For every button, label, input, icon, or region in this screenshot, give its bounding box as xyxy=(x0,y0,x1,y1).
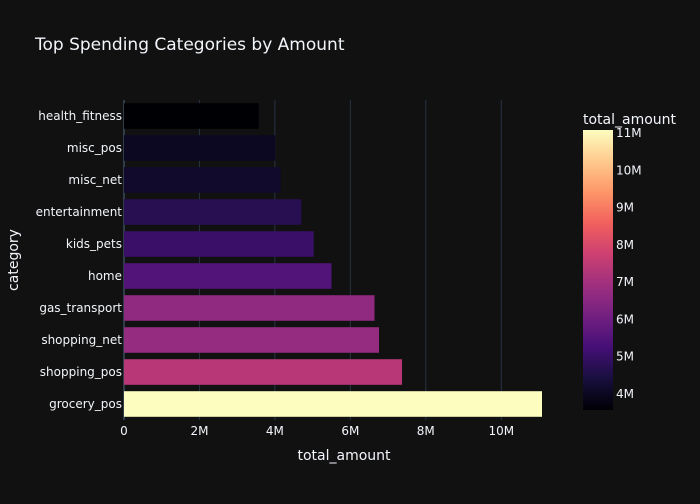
bar-misc-pos xyxy=(124,135,276,161)
colorbar-tick-label: 10M xyxy=(616,163,642,177)
y-tick-label: shopping_net xyxy=(41,333,122,347)
x-tick-label: 4M xyxy=(266,424,284,438)
y-axis-label: category xyxy=(6,229,22,291)
bar-home xyxy=(124,263,332,289)
colorbar-title: total_amount xyxy=(583,112,677,128)
colorbar xyxy=(583,130,613,410)
colorbar-tick-label: 8M xyxy=(616,238,634,252)
y-tick-label: grocery_pos xyxy=(49,397,122,411)
x-tick-label: 2M xyxy=(190,424,208,438)
bar-misc-net xyxy=(124,167,281,193)
bar-health-fitness xyxy=(124,103,259,129)
x-tick-label: 8M xyxy=(417,424,435,438)
colorbar-tick-label: 9M xyxy=(616,201,634,215)
bar-entertainment xyxy=(124,199,302,225)
y-tick-label: gas_transport xyxy=(39,301,122,315)
x-axis-label: total_amount xyxy=(297,448,391,464)
bar-layer xyxy=(124,103,542,417)
colorbar-tick-label: 6M xyxy=(616,312,634,326)
bar-grocery-pos xyxy=(124,391,542,417)
x-tick-label: 6M xyxy=(341,424,359,438)
y-tick-label: home xyxy=(88,269,122,283)
colorbar-tick-label: 11M xyxy=(616,126,642,140)
y-tick-label: misc_net xyxy=(68,173,122,187)
colorbar-tick-label: 7M xyxy=(616,275,634,289)
y-tick-label: shopping_pos xyxy=(40,365,122,379)
x-tick-label: 10M xyxy=(488,424,514,438)
y-tick-label: health_fitness xyxy=(38,109,122,123)
colorbar-tick-label: 4M xyxy=(616,387,634,401)
chart-title: Top Spending Categories by Amount xyxy=(34,35,345,55)
y-tick-layer: health_fitness misc_pos misc_net entertainm… xyxy=(36,109,123,411)
bar-gas-transport xyxy=(124,295,375,321)
colorbar-tick-label: 5M xyxy=(616,350,634,364)
y-tick-label: entertainment xyxy=(36,205,123,219)
bar-kids-pets xyxy=(124,231,314,257)
y-tick-label: kids_pets xyxy=(66,237,122,251)
x-tick-layer: 0 2M 4M 6M 8M 10M xyxy=(120,424,514,438)
colorbar-tick-layer: 4M 5M 6M 7M 8M 9M 10M 11M xyxy=(616,126,642,401)
bar-shopping-net xyxy=(124,327,380,353)
y-tick-label: misc_pos xyxy=(67,141,122,155)
x-tick-label: 0 xyxy=(120,424,128,438)
bar-shopping-pos xyxy=(124,359,403,385)
